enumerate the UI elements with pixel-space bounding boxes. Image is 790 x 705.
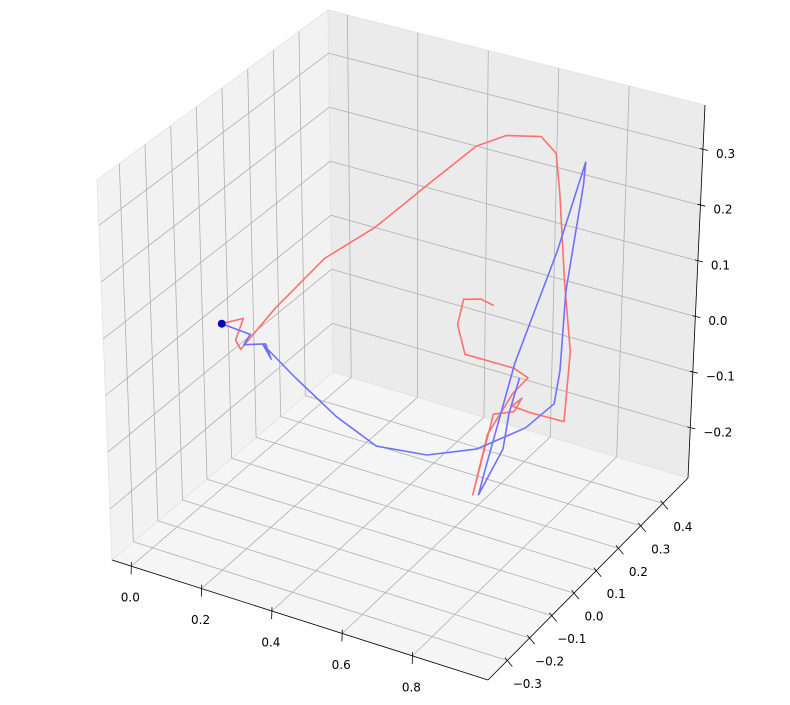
x-tick-label: 0.8 [402, 680, 421, 694]
x-tick-label: 0.0 [121, 591, 140, 605]
grid-line [103, 160, 331, 340]
grid-line [221, 87, 232, 459]
panes [96, 9, 706, 681]
z-tick-label: −0.2 [703, 425, 732, 439]
z-tick-label: 0.3 [716, 147, 735, 161]
grid-line [109, 323, 333, 510]
x-axis-line [111, 559, 489, 681]
y-axis-line [487, 477, 689, 681]
grid-line [272, 50, 282, 417]
y-tick [637, 522, 647, 533]
grid-line [107, 268, 332, 453]
z-tick [692, 315, 701, 318]
grid-line [328, 52, 704, 150]
labels: 0.00.20.40.60.8 −0.3−0.2−0.10.00.10.20.30… [121, 147, 735, 694]
y-tick [571, 590, 580, 600]
grid-line [206, 478, 575, 594]
y-tick [660, 500, 669, 510]
y-tick-label: −0.3 [513, 677, 542, 691]
y-tick-label: 0.2 [629, 565, 648, 579]
z-tick [694, 259, 703, 263]
grid-line [182, 499, 552, 616]
grid-line [231, 457, 597, 572]
grid-line [329, 160, 699, 262]
grid-line [100, 106, 330, 283]
grid-line [105, 214, 332, 396]
z-tick-label: 0.1 [711, 258, 730, 272]
grid-line [118, 163, 134, 542]
grid-line [549, 68, 560, 437]
grid-line [98, 52, 329, 226]
grid-line [330, 214, 696, 317]
y-tick [593, 567, 602, 577]
grid-line [347, 14, 352, 378]
z-tick [699, 148, 709, 151]
y-tick-label: −0.2 [535, 655, 564, 669]
grid-line [329, 106, 701, 206]
y-tick [615, 545, 624, 555]
y-tick-label: 0.1 [607, 587, 626, 601]
grid-line [483, 50, 489, 418]
trajectory-line [221, 161, 587, 496]
x-tick-label: 0.6 [332, 658, 351, 672]
x-tick-label: 0.2 [191, 613, 210, 627]
grid-line [131, 377, 352, 567]
y-tick-label: −0.1 [557, 632, 586, 646]
grid-line [201, 397, 418, 589]
z-tick [687, 426, 696, 430]
z-tick-label: −0.1 [706, 370, 735, 384]
grid-line [157, 520, 530, 639]
grid-line [412, 456, 617, 657]
grid-line [255, 437, 619, 549]
y-tick-label: 0.4 [673, 520, 692, 534]
grid-line [341, 436, 551, 634]
grid-line [247, 69, 257, 438]
grid-line [170, 125, 183, 501]
data [217, 134, 587, 496]
y-tick-label: 0.3 [651, 542, 670, 556]
x-tick-label: 0.4 [261, 636, 280, 650]
grid-line [133, 541, 508, 661]
axes [111, 104, 709, 681]
grid-line [195, 106, 208, 480]
z-tick [697, 203, 706, 207]
y-tick [526, 634, 535, 645]
grid-line [280, 416, 641, 527]
y-tick [504, 657, 513, 667]
y-tick [549, 612, 558, 622]
marker [217, 319, 226, 328]
z-tick-label: 0.2 [713, 203, 732, 217]
grid-line [271, 416, 485, 612]
z-axis-line [687, 104, 706, 479]
grid-line [144, 144, 159, 521]
grid-line [298, 31, 306, 396]
grid [98, 14, 704, 661]
grid-line [331, 268, 693, 373]
z-tick [689, 370, 698, 374]
grid-line [616, 85, 630, 457]
z-tick-label: 0.0 [708, 314, 727, 328]
y-tick-label: 0.0 [584, 610, 603, 624]
